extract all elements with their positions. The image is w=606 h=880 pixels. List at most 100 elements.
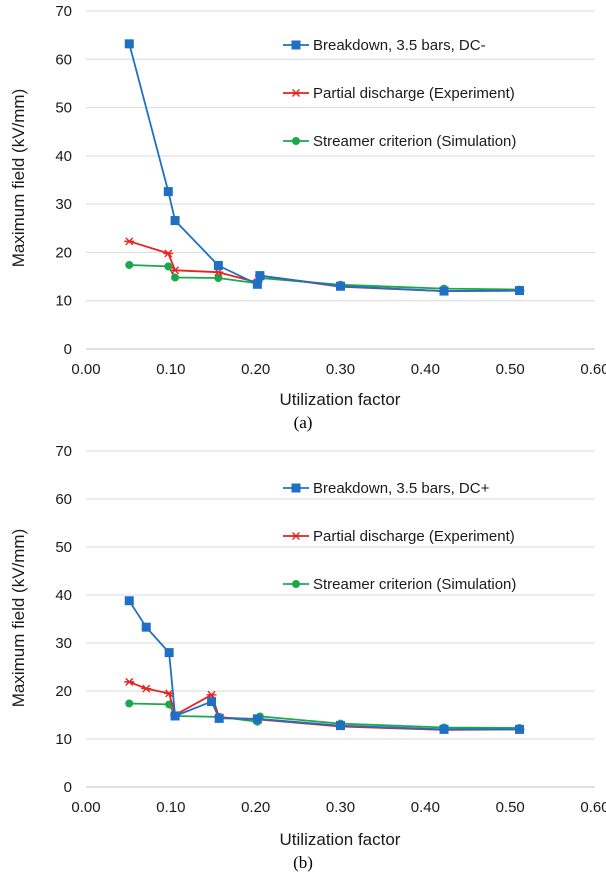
data-point <box>124 237 135 246</box>
series-square-group <box>124 39 524 296</box>
x-tick-label: 0.00 <box>71 799 100 816</box>
x-tick-labels: 0.00 0.10 0.20 0.30 0.40 0.50 0.60 <box>71 799 606 816</box>
data-point <box>124 39 134 49</box>
y-tick-label: 60 <box>55 491 72 508</box>
series-square-group <box>124 596 524 734</box>
data-point <box>170 266 181 275</box>
y-tick-labels: 0 10 20 30 40 50 60 70 <box>55 443 72 796</box>
y-tick-label: 10 <box>55 731 72 748</box>
data-point <box>336 281 345 291</box>
y-tick-label: 40 <box>55 148 72 165</box>
chart-a: 0 10 20 30 40 50 60 70 0.00 0.10 0.20 0.30 0.40 0.50… <box>9 3 606 432</box>
legend-marker <box>291 40 301 50</box>
legend: Breakdown, 3.5 bars, DC+ Partial discharg… <box>283 480 516 593</box>
y-axis-title: Maximum field (kV/mm) <box>9 89 28 268</box>
legend: Breakdown, 3.5 bars, DC- Partial discharg… <box>283 37 516 150</box>
x-tick-label: 0.60 <box>580 799 606 816</box>
legend-entry: Partial discharge (Experiment) <box>283 85 515 102</box>
legend-label: Partial discharge (Experiment) <box>313 85 515 102</box>
x-tick-labels: 0.00 0.10 0.20 0.30 0.40 0.50 0.60 <box>71 361 606 378</box>
plot-area <box>124 39 525 296</box>
data-point <box>252 714 262 724</box>
x-tick-label: 0.10 <box>156 361 185 378</box>
series-circle-group <box>125 260 524 294</box>
x-axis-title: Utilization factor <box>280 830 401 849</box>
series-star-group <box>124 237 525 296</box>
x-tick-label: 0.10 <box>156 799 185 816</box>
data-point <box>439 724 449 734</box>
y-tick-label: 0 <box>64 779 72 796</box>
data-point <box>336 721 345 731</box>
y-tick-labels: 0 10 20 30 40 50 60 70 <box>55 3 72 358</box>
x-tick-label: 0.00 <box>71 361 100 378</box>
y-tick-label: 30 <box>55 196 72 213</box>
y-tick-label: 50 <box>55 100 72 117</box>
y-tick-label: 70 <box>55 443 72 460</box>
y-tick-label: 0 <box>64 341 72 358</box>
data-point <box>214 274 223 283</box>
legend-entry: Streamer criterion (Simulation) <box>283 576 516 593</box>
legend-marker <box>291 532 301 540</box>
x-tick-label: 0.30 <box>326 361 355 378</box>
x-tick-label: 0.60 <box>580 361 606 378</box>
data-point <box>163 249 174 258</box>
data-point <box>171 273 180 282</box>
figure-caption: (b) <box>293 853 313 872</box>
series-line <box>129 264 520 291</box>
x-axis-title: Utilization factor <box>280 390 401 409</box>
data-point <box>141 622 151 632</box>
y-tick-label: 30 <box>55 635 72 652</box>
legend-label: Streamer criterion (Simulation) <box>313 576 516 593</box>
plot-area <box>124 596 525 734</box>
x-tick-label: 0.30 <box>326 799 355 816</box>
y-tick-label: 40 <box>55 587 72 604</box>
legend-label: Breakdown, 3.5 bars, DC+ <box>313 480 490 497</box>
data-point <box>125 699 134 708</box>
data-point <box>514 286 524 296</box>
legend-marker <box>292 137 300 145</box>
legend-entry: Breakdown, 3.5 bars, DC- <box>283 37 486 54</box>
y-tick-label: 10 <box>55 293 72 310</box>
legend-entry: Partial discharge (Experiment) <box>283 528 515 545</box>
data-point <box>214 713 224 723</box>
x-tick-label: 0.40 <box>411 361 440 378</box>
x-tick-label: 0.50 <box>496 799 525 816</box>
data-point <box>252 279 262 289</box>
data-point <box>170 216 180 226</box>
data-point <box>207 697 217 707</box>
figure-caption: (a) <box>294 413 313 432</box>
legend-marker <box>292 580 300 588</box>
series-line <box>128 600 520 731</box>
legend-marker <box>291 89 301 97</box>
y-axis-title: Maximum field (kV/mm) <box>9 529 28 708</box>
legend-label: Streamer criterion (Simulation) <box>313 133 516 150</box>
x-tick-label: 0.40 <box>411 799 440 816</box>
data-point <box>141 684 152 693</box>
data-point <box>170 711 180 721</box>
series-line <box>128 43 520 293</box>
legend-label: Partial discharge (Experiment) <box>313 528 515 545</box>
y-tick-label: 60 <box>55 51 72 68</box>
data-point <box>164 648 174 658</box>
legend-entry: Breakdown, 3.5 bars, DC+ <box>283 480 490 497</box>
legend-marker <box>291 483 301 493</box>
data-point <box>124 677 135 686</box>
data-point <box>163 187 173 197</box>
data-point <box>439 286 449 296</box>
data-point <box>125 260 134 269</box>
y-tick-label: 70 <box>55 3 72 20</box>
legend-entry: Streamer criterion (Simulation) <box>283 133 516 150</box>
gridlines <box>86 450 595 740</box>
data-point <box>124 596 134 606</box>
y-tick-label: 20 <box>55 244 72 261</box>
data-point <box>164 262 173 271</box>
data-point <box>213 260 223 270</box>
legend-label: Breakdown, 3.5 bars, DC- <box>313 37 486 54</box>
chart-b: 0 10 20 30 40 50 60 70 0.00 0.10 0.20 0.30 0.40 0.50… <box>9 443 606 872</box>
x-tick-label: 0.20 <box>241 799 270 816</box>
data-point <box>255 271 265 281</box>
data-point <box>514 724 524 734</box>
series-circle-group <box>125 699 524 732</box>
x-tick-label: 0.20 <box>241 361 270 378</box>
y-tick-label: 20 <box>55 683 72 700</box>
